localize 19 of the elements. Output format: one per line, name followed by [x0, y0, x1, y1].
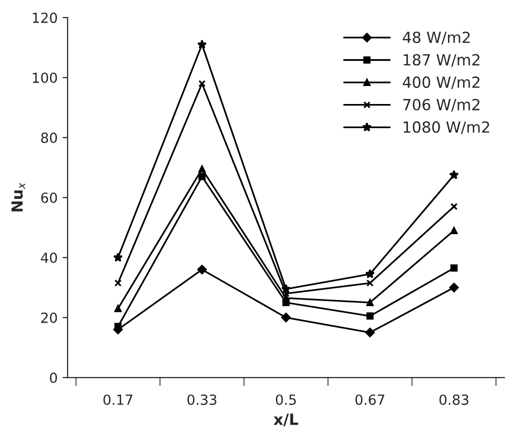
legend-label: 187 W/m2 — [404, 54, 480, 67]
x-tick-label: 0.67 — [355, 394, 384, 405]
y-tick-label: 60 — [41, 192, 57, 204]
y-tick-label: 80 — [41, 132, 57, 144]
y-axis-title: Nu$_{x}$ — [11, 182, 26, 212]
x-tick-label: 0.83 — [439, 394, 468, 405]
legend-label: 1080 W/m2 — [404, 121, 490, 134]
legend-label: 48 W/m2 — [402, 32, 470, 44]
y-tick-label: 100 — [32, 72, 57, 84]
x-tick-label: 0.5 — [276, 394, 296, 405]
x-tick-label: 0.17 — [103, 394, 132, 405]
x-tick-label: 0.33 — [187, 394, 216, 405]
y-tick-label: 0 — [50, 372, 57, 384]
y-tick-label: 20 — [41, 312, 57, 324]
legend-label: 400 W/m2 — [402, 76, 480, 90]
y-tick-label: 120 — [32, 12, 57, 24]
y-tick-label: 40 — [40, 252, 57, 264]
x-axis-title: x/L — [274, 414, 298, 426]
legend-label: 706 W/m2 — [403, 98, 480, 112]
